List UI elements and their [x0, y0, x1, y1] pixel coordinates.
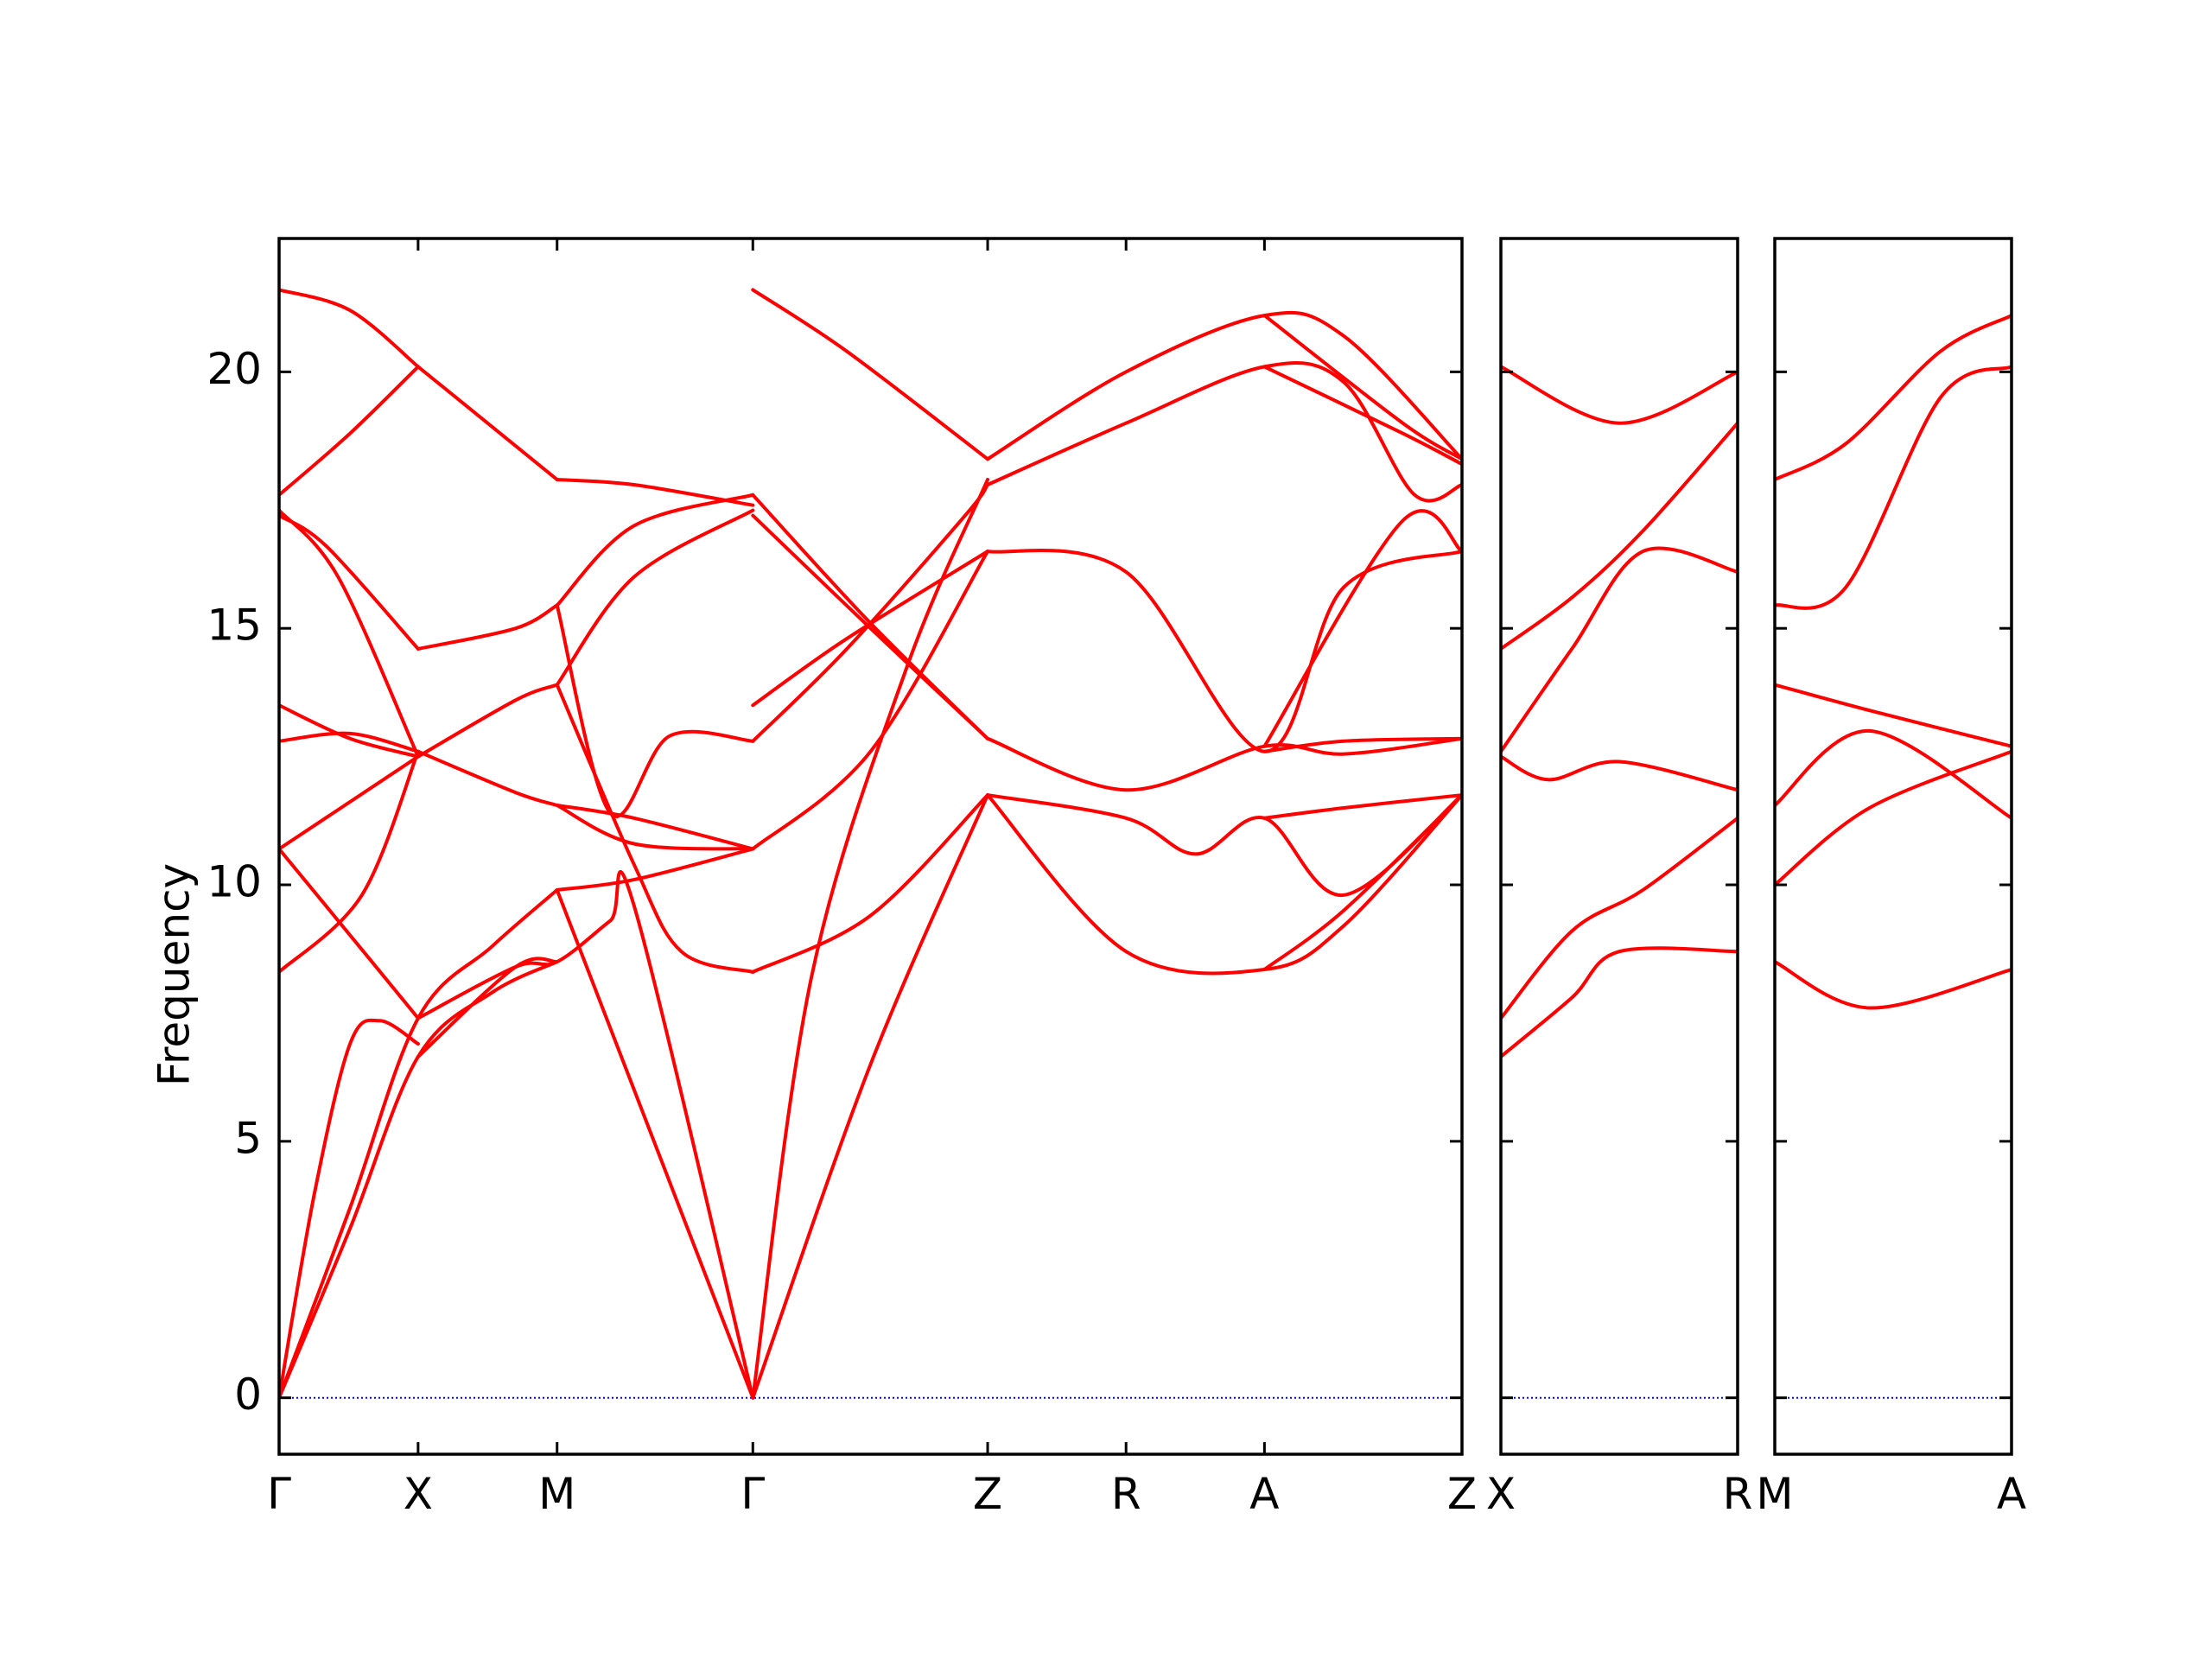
band-line — [555, 508, 755, 687]
band-line — [986, 793, 1462, 897]
panel-ma-frame — [1773, 237, 2013, 1456]
band-line — [555, 683, 755, 974]
panel-main-bands — [279, 288, 1462, 1400]
band-line — [416, 749, 559, 807]
band-line — [279, 731, 420, 753]
band-line — [1262, 736, 1462, 753]
x-tick-label: X — [404, 1469, 433, 1519]
band-line — [279, 754, 420, 851]
panel-ma-bands — [1775, 314, 2012, 1010]
band-line — [279, 749, 420, 974]
y-tick-label: 20 — [207, 344, 262, 394]
x-tick-label: A — [1249, 1469, 1279, 1519]
band-line — [1262, 509, 1462, 748]
band-line — [986, 793, 1462, 976]
x-tick-label: R — [1111, 1469, 1141, 1519]
band-line — [279, 288, 420, 369]
band-line — [416, 365, 559, 481]
band-line — [751, 793, 989, 974]
band-line — [555, 478, 755, 507]
band-line — [1775, 365, 2012, 610]
x-tick-label: M — [1756, 1469, 1793, 1519]
y-axis-label: Frequency — [149, 863, 200, 1086]
band-line — [1775, 314, 2012, 481]
band-line — [555, 847, 755, 892]
band-line — [555, 804, 755, 851]
band-line — [751, 288, 989, 461]
panel-main-frame — [277, 237, 1464, 1456]
band-line — [1501, 946, 1738, 1058]
band-line — [751, 478, 989, 1400]
x-tick-label: Z — [973, 1469, 1002, 1519]
y-tick-label: 15 — [207, 601, 262, 651]
band-line — [416, 957, 559, 1058]
band-line — [1501, 816, 1738, 1020]
band-line — [279, 847, 420, 1020]
band-line — [1501, 421, 1738, 651]
x-tick-label: Γ — [741, 1469, 765, 1519]
x-tick-label: X — [1486, 1469, 1516, 1519]
band-line — [279, 1018, 420, 1400]
y-tick-label: 5 — [234, 1113, 262, 1163]
band-line — [279, 513, 420, 651]
y-tick-label: 0 — [234, 1370, 262, 1420]
band-line — [416, 683, 559, 759]
band-line — [751, 793, 989, 1400]
panel-xr-bands — [1501, 365, 1738, 1058]
panel-xr-frame — [1499, 237, 1739, 1456]
band-line — [751, 550, 989, 708]
x-tick-label: Γ — [267, 1469, 291, 1519]
band-line — [1262, 365, 1462, 467]
band-line — [279, 888, 559, 1400]
band-line — [1262, 314, 1462, 461]
band-line — [1775, 960, 2012, 1010]
band-line — [751, 550, 989, 851]
y-tick-label: 10 — [207, 857, 262, 907]
band-line — [1775, 728, 2012, 820]
band-line — [555, 888, 755, 1400]
band-line — [1262, 793, 1462, 971]
band-line — [1775, 683, 2012, 748]
band-line — [986, 361, 1462, 503]
band-line — [279, 365, 420, 497]
band-line — [555, 603, 755, 818]
band-line — [1501, 546, 1738, 753]
band-line — [1501, 754, 1738, 792]
x-tick-label: A — [1997, 1469, 2026, 1519]
x-tick-label: R — [1723, 1469, 1753, 1519]
band-line — [279, 960, 559, 1400]
band-line — [1262, 793, 1462, 820]
x-tick-label: M — [538, 1469, 575, 1519]
band-line — [986, 736, 1462, 792]
band-line — [416, 603, 559, 651]
band-line — [279, 703, 420, 759]
band-line — [1775, 749, 2012, 887]
band-line — [751, 513, 989, 741]
x-tick-label: Z — [1447, 1469, 1477, 1519]
band-line — [555, 804, 755, 851]
band-line — [1501, 365, 1738, 425]
panel-main: 0 5 10 15 20 Γ X M Γ Z R A Z — [207, 237, 1477, 1519]
